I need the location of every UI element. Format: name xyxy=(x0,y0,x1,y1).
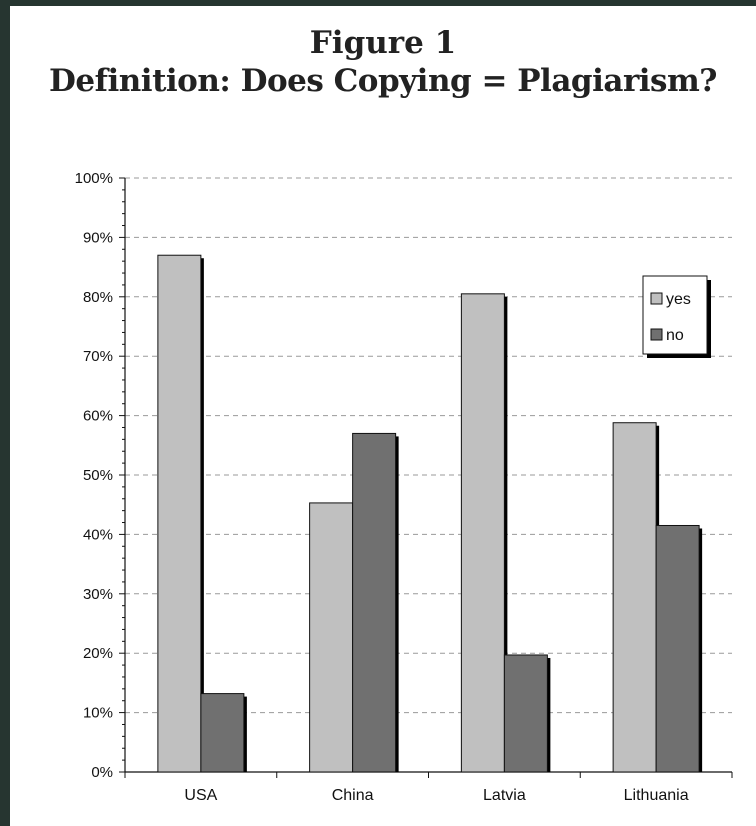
x-tick-label: Lithuania xyxy=(624,787,689,804)
y-tick-label: 0% xyxy=(91,764,113,781)
bar-yes-lithuania xyxy=(612,422,657,773)
y-tick-label: 80% xyxy=(83,289,113,306)
legend: yes no xyxy=(642,275,711,358)
bar-no-china xyxy=(352,432,397,773)
chart-title-line2: Definition: Does Copying = Plagiarism? xyxy=(49,63,717,99)
legend-swatch-yes xyxy=(650,292,663,305)
y-tick-label: 20% xyxy=(83,645,113,662)
figure-frame: Figure 1 Definition: Does Copying = Plag… xyxy=(10,6,756,826)
bar-chart: 0% 10% 20% 30% 40% 50% 60% 70% 80% 90% 100% USA Chin… xyxy=(75,170,733,804)
bar-no-lithuania xyxy=(655,524,700,773)
legend-label-no: no xyxy=(666,327,684,344)
y-tick-label: 90% xyxy=(83,229,113,246)
x-tick-label: USA xyxy=(184,787,217,804)
bar-yes-usa xyxy=(157,254,202,773)
y-tick-label: 40% xyxy=(83,526,113,543)
legend-box xyxy=(642,275,708,355)
y-tick-label: 70% xyxy=(83,348,113,365)
chart-title-line1: Figure 1 xyxy=(309,25,457,61)
legend-swatch-no xyxy=(650,328,663,341)
x-tick-label: China xyxy=(332,787,374,804)
y-tick-label: 10% xyxy=(83,705,113,722)
y-tick-label: 50% xyxy=(83,467,113,484)
y-tick-label: 100% xyxy=(75,170,113,187)
y-tick-label: 30% xyxy=(83,586,113,603)
y-tick-label: 60% xyxy=(83,408,113,425)
axis-labels: 0% 10% 20% 30% 40% 50% 60% 70% 80% 90% 100% USA Chin… xyxy=(75,170,689,804)
x-tick-label: Latvia xyxy=(483,787,526,804)
bar-yes-latvia xyxy=(460,293,505,773)
bars xyxy=(157,254,703,773)
chart-title: Figure 1 Definition: Does Copying = Plag… xyxy=(10,24,756,100)
bar-no-usa xyxy=(200,693,245,773)
bar-yes-china xyxy=(309,502,354,773)
legend-label-yes: yes xyxy=(666,291,691,308)
bar-no-latvia xyxy=(503,654,548,773)
